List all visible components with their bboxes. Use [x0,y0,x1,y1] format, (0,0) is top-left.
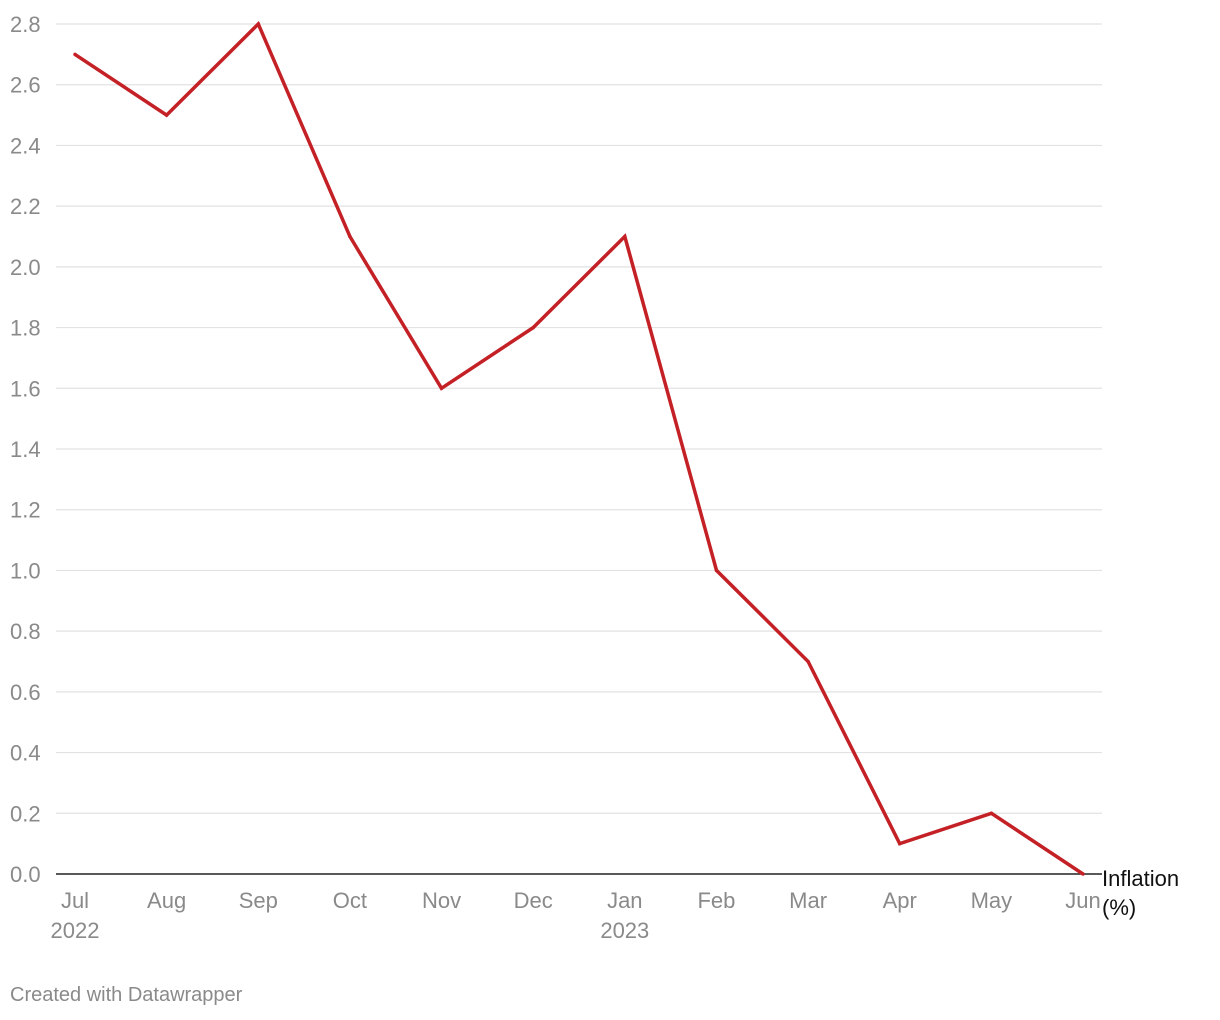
data-point [714,568,719,573]
data-point [348,234,352,239]
y-tick-label: 2.4 [10,133,41,158]
series-label-line: (%) [1102,895,1136,920]
x-tick-label: Nov [422,888,461,913]
x-tick-label: Jan [607,888,642,913]
x-tick-label: Jun [1065,888,1100,913]
x-tick-year-label: 2022 [51,918,100,943]
y-tick-label: 0.6 [10,680,41,705]
series-line-inflation [74,20,1084,876]
y-tick-label: 1.4 [10,437,41,462]
y-tick-label: 1.2 [10,498,41,523]
y-tick-label: 0.0 [10,862,41,887]
series-labels: Inflation (%) [1102,866,1179,920]
x-tick-year-label: 2023 [600,918,649,943]
data-point [897,841,902,846]
y-tick-label: 2.2 [10,194,41,219]
y-axis-ticks: 0.0 0.2 0.4 0.6 0.8 1.0 1.2 1.4 1.6 1.8 2.0 2.2 2.4 2… [10,12,41,887]
y-tick-label: 2.0 [10,255,41,280]
x-tick-label: Oct [333,888,367,913]
data-point [806,659,810,664]
data-point [989,811,994,816]
x-tick-label: Apr [883,888,917,913]
x-tick-label: Feb [697,888,735,913]
data-point [73,52,77,57]
x-tick-label: Dec [514,888,553,913]
y-tick-label: 1.6 [10,376,41,401]
gridlines [56,23,1102,814]
y-tick-label: 2.6 [10,73,41,98]
data-point [256,22,261,26]
x-tick-label: Sep [239,888,278,913]
data-point [1081,872,1085,876]
series-label-line: Inflation [1102,866,1179,891]
data-point [164,113,169,117]
series-lines [73,20,1085,876]
data-point [439,386,444,391]
x-tick-label: May [971,888,1013,913]
data-point [531,325,535,330]
y-tick-label: 0.2 [10,801,41,826]
y-tick-label: 1.8 [10,316,41,341]
x-tick-label: Jul [61,888,89,913]
y-tick-label: 1.0 [10,558,41,583]
x-axis-ticks: Jul 2022 Aug Sep Oct Nov Dec Jan 2023 Feb Mar Apr Ma… [51,888,1101,943]
y-tick-label: 0.8 [10,619,41,644]
data-point [623,234,627,239]
credit-text: Created with Datawrapper [10,984,243,1006]
x-tick-label: Aug [147,888,186,913]
x-tick-label: Mar [789,888,827,913]
y-tick-label: 2.8 [10,12,41,37]
y-tick-label: 0.4 [10,741,41,766]
